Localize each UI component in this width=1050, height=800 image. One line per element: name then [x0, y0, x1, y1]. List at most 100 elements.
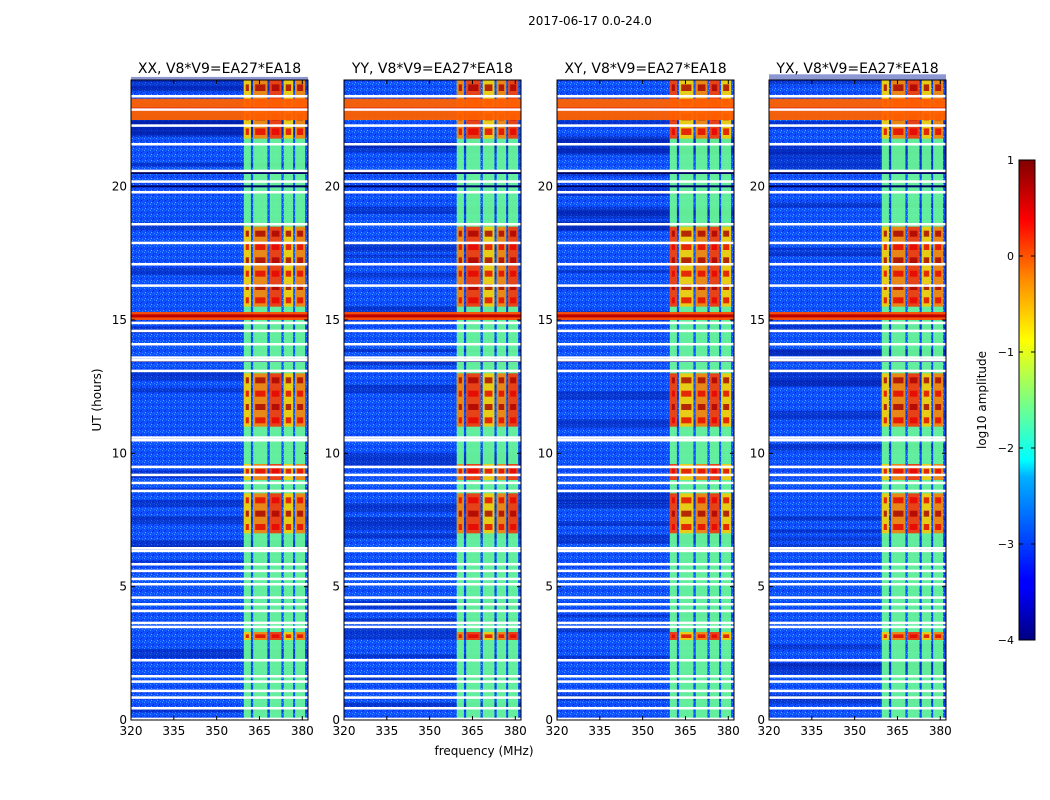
hot-cell	[245, 257, 249, 264]
x-tick-label: 350	[843, 724, 866, 738]
hot-cell	[468, 297, 479, 304]
flagged-row	[557, 625, 734, 629]
hot-cell	[498, 390, 505, 397]
flagged-row	[769, 547, 946, 550]
flagged-row	[344, 359, 521, 362]
hot-cell	[255, 390, 266, 397]
hot-cell	[271, 377, 280, 384]
hot-cell	[697, 634, 706, 638]
flagged-row	[557, 223, 734, 226]
heatmap-dim-row	[769, 251, 946, 257]
colorbar-tick-label: 1	[1007, 154, 1014, 167]
hot-cell	[484, 270, 493, 277]
heatmap-dim-row	[557, 492, 734, 502]
hot-cell	[271, 257, 280, 264]
flagged-row	[769, 707, 946, 710]
hot-cell	[468, 257, 479, 264]
hot-cell	[468, 244, 479, 250]
flagged-row	[557, 489, 734, 493]
hot-cell	[723, 257, 730, 264]
heatmap-dim-row	[557, 521, 734, 527]
strong-signal-block	[679, 373, 694, 427]
hot-cell	[935, 390, 942, 397]
hot-cell	[285, 404, 292, 410]
hot-cell	[923, 497, 930, 504]
hot-cell	[498, 128, 505, 135]
hot-cell	[711, 230, 718, 237]
hot-cell	[468, 377, 479, 384]
hot-cell	[893, 417, 904, 424]
hot-cell	[510, 497, 517, 504]
hot-cell	[923, 390, 930, 397]
flagged-row	[131, 659, 308, 662]
hot-cell	[498, 257, 505, 264]
rfi-band-core	[557, 314, 734, 318]
flagged-row	[131, 95, 308, 98]
flagged-row	[557, 481, 734, 485]
hot-cell	[893, 284, 904, 290]
flagged-row	[131, 169, 308, 173]
dark-row	[344, 172, 521, 174]
hot-cell	[271, 230, 280, 237]
flagged-row	[769, 569, 946, 573]
hot-cell	[245, 524, 249, 530]
hot-cell	[255, 128, 266, 135]
flagged-row	[344, 489, 521, 493]
hot-cell	[484, 84, 493, 91]
x-tick-label: 350	[418, 724, 441, 738]
hot-cell	[697, 297, 706, 304]
heatmap-dim-row	[344, 348, 521, 353]
strong-signal-block	[253, 373, 268, 427]
heatmap-dim-row	[557, 207, 734, 216]
hot-cell	[883, 390, 887, 397]
hot-cell	[909, 270, 918, 277]
hot-cell	[484, 468, 493, 476]
hot-cell	[285, 497, 292, 504]
hot-cell	[510, 468, 517, 476]
hot-cell	[671, 377, 675, 384]
hot-cell	[498, 284, 505, 290]
strong-signal-block	[283, 226, 294, 307]
flagged-row	[557, 180, 734, 183]
flagged-row	[131, 180, 308, 183]
flagged-row	[769, 108, 946, 111]
y-tick-label: 5	[757, 580, 765, 594]
hot-cell	[255, 510, 266, 517]
y-tick-label: 0	[545, 713, 553, 727]
flagged-row	[557, 263, 734, 266]
flagged-row	[769, 680, 946, 683]
y-tick-label: 20	[112, 180, 127, 194]
flagged-row	[344, 717, 521, 721]
dark-row	[131, 185, 308, 188]
hot-cell	[510, 390, 517, 397]
hot-cell	[923, 404, 930, 410]
flagged-row	[131, 465, 308, 469]
hot-cell	[893, 404, 904, 410]
flagged-row	[557, 356, 734, 359]
hot-cell	[498, 297, 505, 304]
hot-cell	[697, 377, 706, 384]
hot-cell	[297, 634, 304, 638]
heatmap-dim-row	[131, 81, 308, 92]
flagged-row	[344, 689, 521, 693]
heatmap-dim-row	[344, 460, 521, 466]
heatmap-dim-row	[769, 516, 946, 521]
hot-cell	[498, 84, 505, 91]
strong-signal-block	[709, 373, 720, 427]
flagged-row	[769, 369, 946, 373]
flagged-row	[769, 465, 946, 469]
y-tick-label: 20	[538, 180, 553, 194]
hot-cell	[271, 510, 280, 517]
heatmap-dim-row	[344, 517, 521, 524]
flagged-row	[557, 191, 734, 194]
hot-cell	[935, 404, 942, 410]
heatmap-dim-row	[769, 202, 946, 208]
hot-cell	[883, 284, 887, 290]
flagged-row	[131, 223, 308, 226]
hot-cell	[723, 404, 730, 410]
hot-cell	[285, 297, 292, 304]
x-tick-label: 320	[758, 724, 781, 738]
hot-cell	[883, 404, 887, 410]
hot-cell	[498, 417, 505, 424]
flagged-row	[557, 707, 734, 710]
